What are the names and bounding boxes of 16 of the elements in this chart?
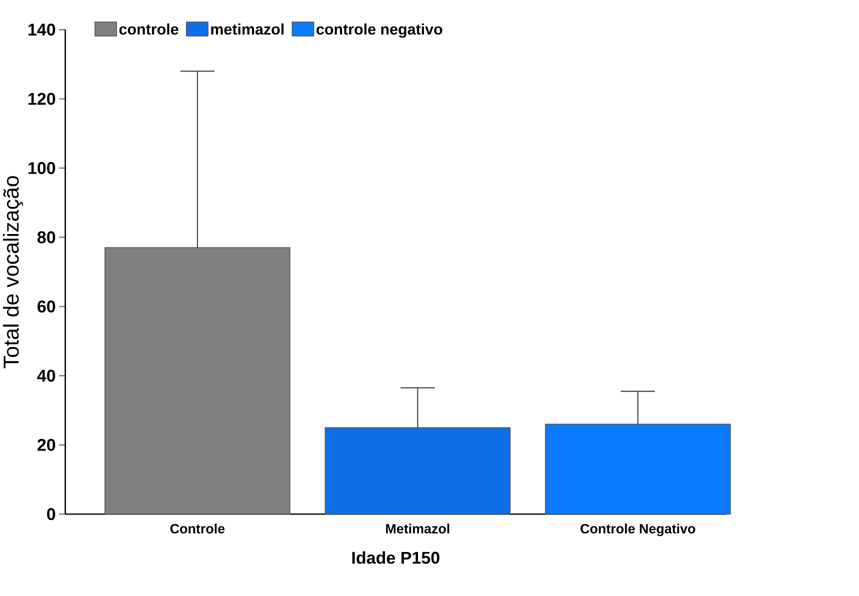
x-axis-title: Idade P150 [352, 551, 440, 564]
y-tick-label: 60 [38, 300, 56, 313]
y-axis-title: Total de vocalização [2, 176, 24, 368]
legend-label: controle negativo [316, 24, 442, 38]
legend-label: controle [119, 24, 178, 35]
x-tick-label: Metimazol [386, 524, 450, 534]
y-tick-label: 80 [37, 231, 56, 244]
x-tick-label: Controle Negativo [580, 524, 696, 536]
x-tick-label: Controle [170, 524, 225, 534]
legend-label: metimazol [211, 24, 284, 35]
y-tick-label: 120 [28, 92, 56, 105]
y-tick-label: 20 [38, 438, 56, 451]
y-tick-label: 140 [28, 24, 56, 36]
y-tick-label: 0 [47, 508, 56, 520]
y-tick-label: 40 [37, 370, 56, 382]
y-tick-label: 100 [28, 162, 56, 174]
